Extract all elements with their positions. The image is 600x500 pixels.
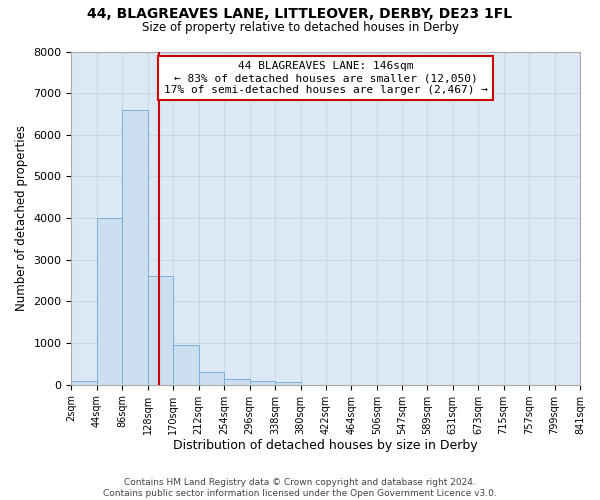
Text: Contains HM Land Registry data © Crown copyright and database right 2024.
Contai: Contains HM Land Registry data © Crown c… <box>103 478 497 498</box>
Bar <box>148 276 173 384</box>
Y-axis label: Number of detached properties: Number of detached properties <box>15 125 28 311</box>
Bar <box>97 218 122 384</box>
Text: Size of property relative to detached houses in Derby: Size of property relative to detached ho… <box>142 21 458 34</box>
Bar <box>275 382 301 384</box>
Bar <box>224 380 250 384</box>
Bar <box>250 380 275 384</box>
Text: 44, BLAGREAVES LANE, LITTLEOVER, DERBY, DE23 1FL: 44, BLAGREAVES LANE, LITTLEOVER, DERBY, … <box>88 8 512 22</box>
Text: 44 BLAGREAVES LANE: 146sqm
← 83% of detached houses are smaller (12,050)
17% of : 44 BLAGREAVES LANE: 146sqm ← 83% of deta… <box>164 62 488 94</box>
Bar <box>71 380 97 384</box>
Bar <box>173 345 199 385</box>
Bar <box>122 110 148 384</box>
X-axis label: Distribution of detached houses by size in Derby: Distribution of detached houses by size … <box>173 440 478 452</box>
Bar <box>199 372 224 384</box>
